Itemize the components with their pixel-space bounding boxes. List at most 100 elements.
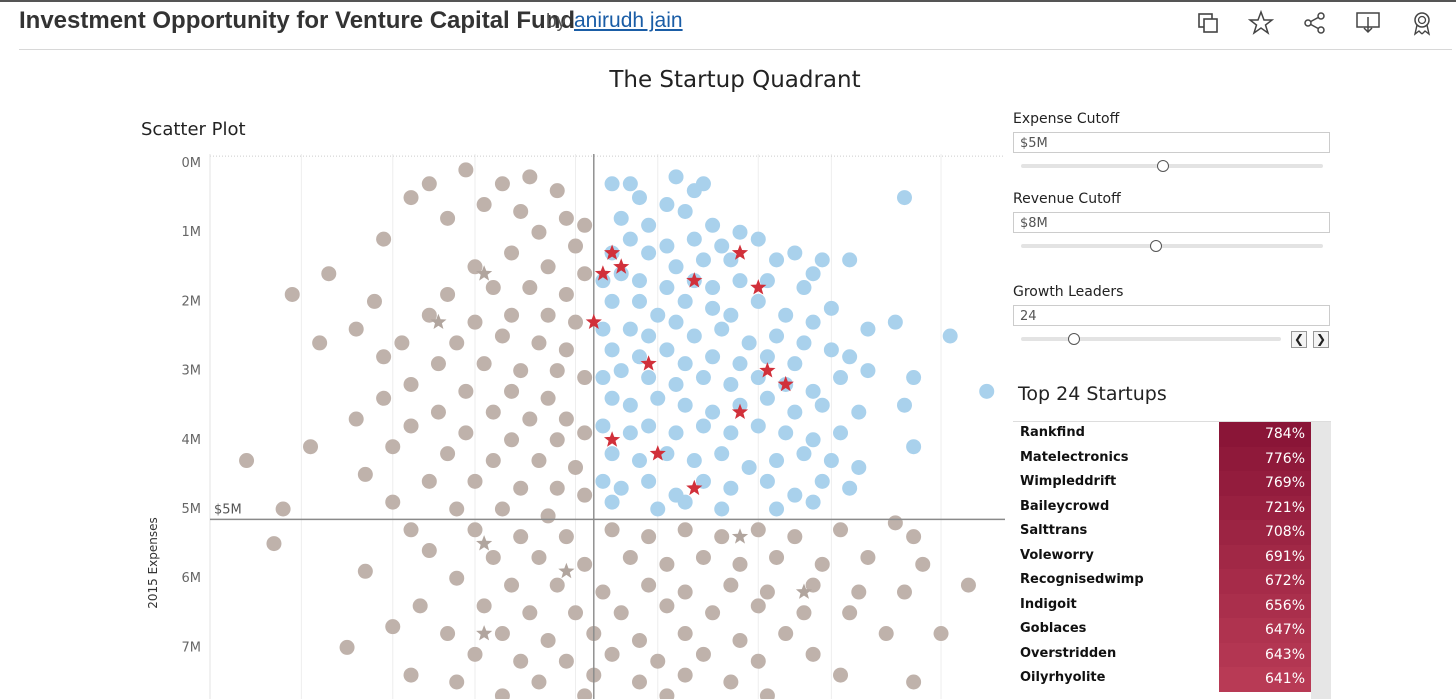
startup-point-above-cutoff	[814, 252, 830, 268]
viz-header: Investment Opportunity for Venture Capit…	[0, 2, 1456, 50]
table-row[interactable]: Goblaces 647%	[1013, 618, 1331, 643]
growth-value: 656%	[1219, 593, 1311, 618]
table-row[interactable]: Wimpleddrift 769%	[1013, 471, 1331, 496]
startup-point-above-cutoff	[622, 397, 638, 413]
startup-point-below-cutoff	[239, 453, 255, 469]
growth-leader-star	[759, 362, 776, 378]
startup-point-above-cutoff	[659, 280, 675, 296]
revenue-cutoff-label: Revenue Cutoff	[1013, 191, 1121, 207]
table-row[interactable]: Oilyrhyolite 641%	[1013, 667, 1331, 692]
startup-point-above-cutoff	[860, 321, 876, 337]
startup-point-above-cutoff	[604, 342, 620, 358]
startup-point-below-cutoff	[558, 411, 574, 427]
startup-point-below-cutoff	[960, 577, 976, 593]
startup-point-below-cutoff	[275, 501, 291, 517]
table-row[interactable]: Rankfind 784%	[1013, 422, 1331, 447]
growth-leader-star	[613, 258, 630, 274]
share-icon[interactable]	[1302, 10, 1328, 36]
revenue-slider-handle[interactable]	[1150, 240, 1162, 252]
startup-point-above-cutoff	[805, 266, 821, 282]
table-row[interactable]: Recognisedwimp 672%	[1013, 569, 1331, 594]
startup-point-below-cutoff	[421, 473, 437, 489]
startup-point-above-cutoff	[787, 245, 803, 261]
startup-point-above-cutoff	[769, 501, 785, 517]
startup-point-above-cutoff	[631, 349, 647, 365]
startup-point-above-cutoff	[705, 217, 721, 233]
table-row[interactable]: Baileycrowd 721%	[1013, 495, 1331, 520]
startup-name: Recognisedwimp	[1020, 572, 1144, 587]
startup-point-below-cutoff	[759, 584, 775, 600]
startup-point-below-cutoff	[906, 529, 922, 545]
startup-point-above-cutoff	[677, 494, 693, 510]
growth-leaders-input[interactable]: 24	[1013, 305, 1330, 326]
startup-point-above-cutoff	[705, 300, 721, 316]
revenue-cutoff-input[interactable]: $8M	[1013, 212, 1330, 233]
y-tick-label: 5M	[182, 502, 202, 517]
growth-value: 643%	[1219, 642, 1311, 667]
copy-icon[interactable]	[1195, 10, 1221, 36]
startup-point-below-cutoff	[449, 674, 465, 690]
table-row[interactable]: Salttrans 708%	[1013, 520, 1331, 545]
download-icon[interactable]	[1355, 10, 1381, 36]
growth-leader-star	[585, 313, 602, 329]
star-icon[interactable]	[1247, 9, 1275, 36]
expense-slider-track[interactable]	[1021, 164, 1323, 168]
startup-point-below-cutoff	[494, 626, 510, 642]
expense-cutoff-label: $5M	[214, 502, 242, 517]
page-title: Investment Opportunity for Venture Capit…	[19, 7, 576, 34]
startup-point-below-cutoff	[568, 238, 584, 254]
table-row[interactable]: Overstridden 643%	[1013, 642, 1331, 667]
table-row[interactable]: Voleworry 691%	[1013, 544, 1331, 569]
startup-point-above-cutoff	[796, 335, 812, 351]
expense-slider-handle[interactable]	[1157, 160, 1169, 172]
table-row[interactable]: Matelectronics 776%	[1013, 446, 1331, 471]
growth-slider-track[interactable]	[1021, 337, 1281, 341]
top-startups-scrollbar[interactable]	[1311, 422, 1331, 699]
startup-point-below-cutoff	[833, 522, 849, 538]
startup-point-below-cutoff	[467, 314, 483, 330]
top-startups-divider	[1013, 421, 1331, 422]
startup-point-above-cutoff	[851, 404, 867, 420]
startup-point-above-cutoff	[723, 252, 739, 268]
chevron-left-icon[interactable]: ❮	[1291, 331, 1307, 348]
chevron-right-icon[interactable]: ❯	[1313, 331, 1329, 348]
expense-cutoff-input[interactable]: $5M	[1013, 132, 1330, 153]
startup-point-below-cutoff	[677, 626, 693, 642]
startup-point-below-cutoff	[860, 549, 876, 565]
startup-point-below-cutoff	[805, 646, 821, 662]
startup-point-below-cutoff	[604, 646, 620, 662]
revenue-slider-track[interactable]	[1021, 244, 1323, 248]
startup-point-above-cutoff	[842, 252, 858, 268]
startup-point-below-cutoff	[540, 390, 556, 406]
startup-point-above-cutoff	[787, 404, 803, 420]
badge-icon[interactable]	[1409, 10, 1435, 36]
startup-point-below-cutoff	[705, 605, 721, 621]
startup-point-below-cutoff	[549, 480, 565, 496]
startup-point-below-cutoff	[458, 162, 474, 178]
startup-point-below-cutoff	[714, 529, 730, 545]
growth-value: 708%	[1219, 520, 1311, 545]
startup-point-below-cutoff	[467, 259, 483, 275]
startup-point-below-cutoff	[577, 370, 593, 386]
startup-point-below-cutoff	[348, 321, 364, 337]
startup-point-below-cutoff	[522, 605, 538, 621]
growth-slider-handle[interactable]	[1068, 333, 1080, 345]
scatter-plot[interactable]: 0M 1M 2M 3M 4M 5M 6M 7M $5M	[170, 150, 1005, 699]
startup-point-below-cutoff	[421, 176, 437, 192]
startup-point-below-cutoff	[613, 605, 629, 621]
startup-point-above-cutoff	[659, 446, 675, 462]
growth-value: 672%	[1219, 569, 1311, 594]
startup-point-above-cutoff	[805, 383, 821, 399]
y-tick-label: 1M	[182, 225, 202, 240]
startup-point-above-cutoff	[723, 480, 739, 496]
startup-point-below-cutoff	[494, 176, 510, 192]
table-row[interactable]: Indigoit 656%	[1013, 593, 1331, 618]
startup-point-above-cutoff	[814, 397, 830, 413]
startup-name: Baileycrowd	[1020, 498, 1110, 514]
top-border	[0, 0, 1456, 2]
author-link[interactable]: anirudh jain	[574, 9, 683, 32]
startup-point-above-cutoff	[823, 300, 839, 316]
startup-point-below-cutoff	[842, 605, 858, 621]
startup-point-below-cutoff	[403, 667, 419, 683]
startup-point-below-cutoff	[513, 480, 529, 496]
